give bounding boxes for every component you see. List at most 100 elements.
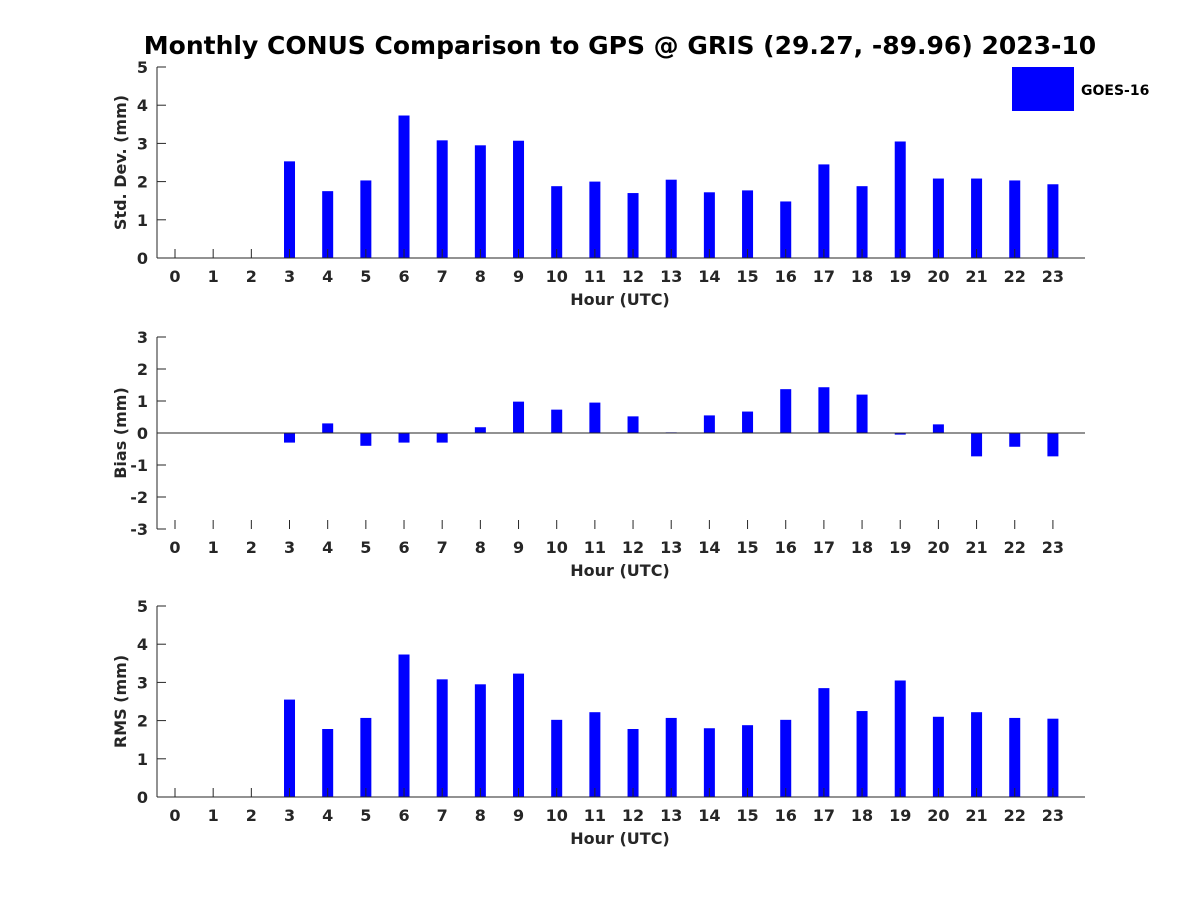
x-tick-label: 3 bbox=[284, 806, 295, 825]
x-tick-label: 17 bbox=[813, 538, 835, 557]
bar-hour-10 bbox=[551, 409, 563, 433]
x-tick-label: 11 bbox=[584, 538, 606, 557]
x-tick-label: 5 bbox=[360, 806, 371, 825]
x-tick-label: 0 bbox=[169, 806, 180, 825]
bar-hour-10 bbox=[551, 186, 563, 258]
bar-hour-8 bbox=[474, 684, 486, 797]
x-tick-label: 10 bbox=[546, 806, 568, 825]
y-tick-label: 3 bbox=[137, 328, 148, 347]
bar-hour-15 bbox=[742, 725, 754, 797]
y-tick-label: 3 bbox=[137, 673, 148, 692]
x-tick-label: 8 bbox=[475, 806, 486, 825]
bar-hour-17 bbox=[818, 387, 830, 433]
x-tick-label: 6 bbox=[398, 267, 409, 286]
x-tick-label: 4 bbox=[322, 538, 333, 557]
bar-hour-8 bbox=[474, 427, 486, 433]
x-tick-label: 4 bbox=[322, 267, 333, 286]
bar-hour-22 bbox=[1009, 433, 1021, 447]
bar-hour-6 bbox=[398, 433, 410, 443]
x-tick-label: 16 bbox=[775, 538, 797, 557]
y-tick-label: 4 bbox=[137, 635, 148, 654]
bar-hour-15 bbox=[742, 190, 754, 258]
y-axis-label: RMS (mm) bbox=[111, 655, 130, 748]
bar-hour-5 bbox=[360, 717, 372, 797]
bar-hour-15 bbox=[742, 411, 754, 433]
y-axis-label: Std. Dev. (mm) bbox=[111, 95, 130, 230]
x-tick-label: 1 bbox=[208, 806, 219, 825]
bar-hour-18 bbox=[856, 186, 868, 258]
y-tick-label: 0 bbox=[137, 788, 148, 807]
x-tick-label: 17 bbox=[813, 806, 835, 825]
bar-hour-12 bbox=[627, 193, 639, 258]
x-tick-label: 23 bbox=[1042, 267, 1064, 286]
bar-hour-21 bbox=[971, 433, 983, 457]
x-tick-label: 6 bbox=[398, 538, 409, 557]
x-tick-label: 5 bbox=[360, 267, 371, 286]
bar-hour-23 bbox=[1047, 718, 1059, 797]
x-axis-label: Hour (UTC) bbox=[570, 561, 670, 580]
bar-hour-4 bbox=[322, 729, 334, 797]
x-tick-label: 19 bbox=[889, 267, 911, 286]
y-tick-label: 2 bbox=[137, 360, 148, 379]
x-tick-label: 12 bbox=[622, 267, 644, 286]
bar-hour-3 bbox=[284, 699, 296, 797]
x-tick-label: 19 bbox=[889, 538, 911, 557]
bar-hour-23 bbox=[1047, 433, 1059, 457]
x-tick-label: 15 bbox=[736, 806, 758, 825]
x-tick-label: 2 bbox=[246, 806, 257, 825]
x-tick-label: 23 bbox=[1042, 538, 1064, 557]
x-tick-label: 0 bbox=[169, 267, 180, 286]
bar-hour-14 bbox=[703, 728, 715, 797]
x-tick-label: 8 bbox=[475, 538, 486, 557]
bar-hour-6 bbox=[398, 654, 410, 797]
y-tick-label: 3 bbox=[137, 134, 148, 153]
x-tick-label: 1 bbox=[208, 267, 219, 286]
y-tick-label: 5 bbox=[137, 58, 148, 77]
y-tick-label: 1 bbox=[137, 211, 148, 230]
x-tick-label: 14 bbox=[698, 538, 720, 557]
bar-hour-14 bbox=[703, 415, 715, 433]
bar-hour-17 bbox=[818, 688, 830, 797]
bar-hour-18 bbox=[856, 711, 868, 797]
x-tick-label: 12 bbox=[622, 806, 644, 825]
x-tick-label: 21 bbox=[965, 806, 987, 825]
bar-hour-23 bbox=[1047, 184, 1059, 258]
x-tick-label: 7 bbox=[437, 267, 448, 286]
bar-hour-12 bbox=[627, 729, 639, 797]
y-axis-label: Bias (mm) bbox=[111, 387, 130, 479]
x-tick-label: 18 bbox=[851, 538, 873, 557]
x-tick-label: 19 bbox=[889, 806, 911, 825]
bar-hour-16 bbox=[780, 719, 792, 797]
x-tick-label: 7 bbox=[437, 806, 448, 825]
bar-hour-4 bbox=[322, 191, 334, 258]
bar-hour-20 bbox=[932, 424, 944, 433]
bar-hour-4 bbox=[322, 423, 334, 433]
x-tick-label: 17 bbox=[813, 267, 835, 286]
x-tick-label: 18 bbox=[851, 267, 873, 286]
x-tick-label: 11 bbox=[584, 267, 606, 286]
x-tick-label: 16 bbox=[775, 806, 797, 825]
bar-hour-5 bbox=[360, 180, 372, 258]
bar-hour-13 bbox=[665, 179, 677, 258]
bar-hour-9 bbox=[513, 401, 525, 433]
bar-hour-3 bbox=[284, 161, 296, 258]
y-tick-label: -1 bbox=[130, 456, 148, 475]
x-tick-label: 6 bbox=[398, 806, 409, 825]
y-tick-label: 2 bbox=[137, 712, 148, 731]
x-tick-label: 10 bbox=[546, 267, 568, 286]
bar-hour-12 bbox=[627, 416, 639, 433]
x-tick-label: 8 bbox=[475, 267, 486, 286]
y-tick-label: -2 bbox=[130, 488, 148, 507]
legend-label: GOES-16 bbox=[1081, 83, 1149, 99]
bar-hour-22 bbox=[1009, 180, 1021, 258]
x-tick-label: 13 bbox=[660, 538, 682, 557]
bar-hour-14 bbox=[703, 192, 715, 258]
x-tick-label: 14 bbox=[698, 806, 720, 825]
x-tick-label: 3 bbox=[284, 538, 295, 557]
x-tick-label: 10 bbox=[546, 538, 568, 557]
y-tick-label: 0 bbox=[137, 249, 148, 268]
